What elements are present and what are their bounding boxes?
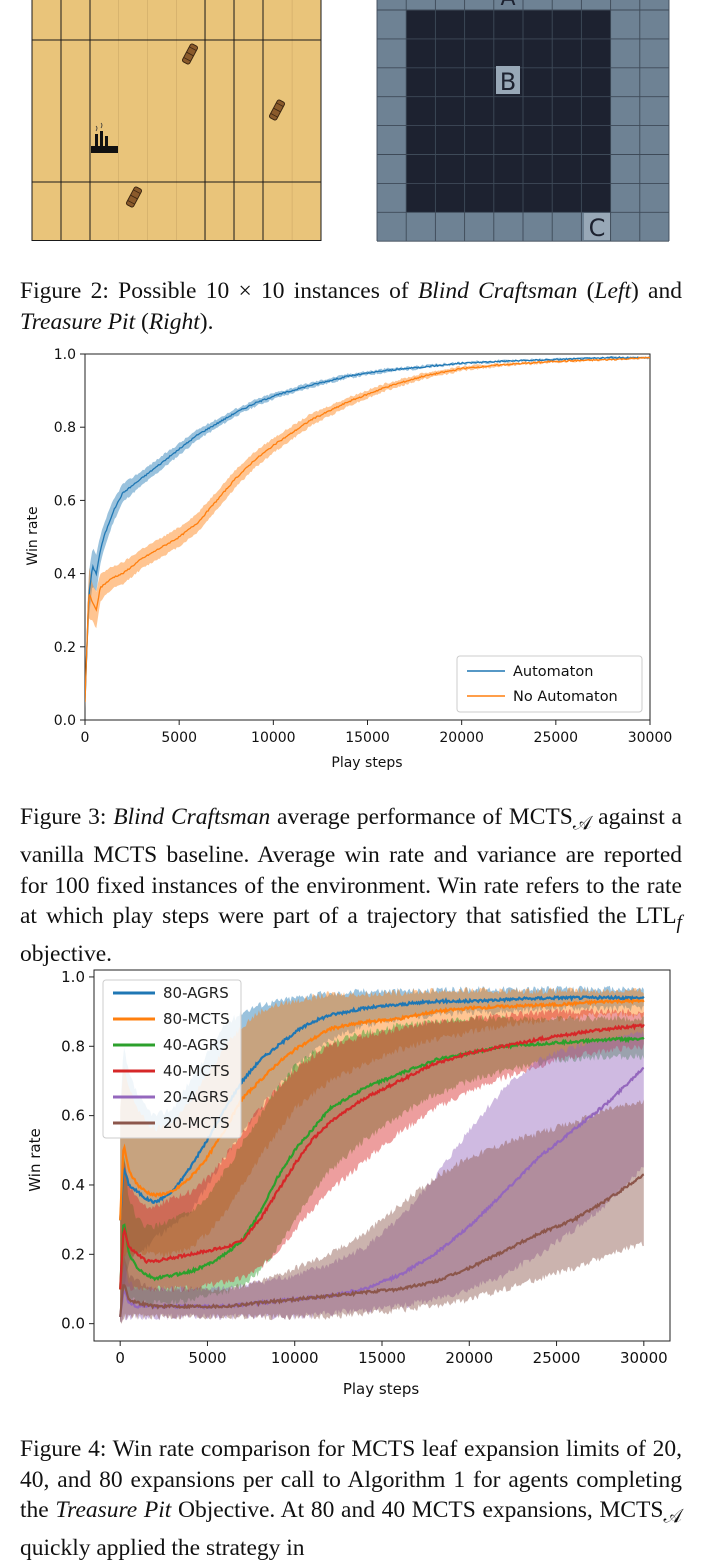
caption-text: objective. xyxy=(20,941,113,968)
legend-box xyxy=(456,655,643,713)
caption-right: Right xyxy=(148,308,200,335)
figure3-chart: Win rate Play steps 0 5000 10000 15000 20000… xyxy=(25,347,673,771)
legend-label: 20-MCTS xyxy=(163,1114,230,1132)
treasure-pit-label-b: B xyxy=(500,68,516,96)
caption-text: Figure 3: xyxy=(20,804,114,830)
caption-text: Figure 2: Possible 10 × 10 instances of xyxy=(20,278,418,304)
x-tick-label: 5000 xyxy=(161,730,197,746)
wood-log-icon xyxy=(268,99,286,121)
series-band-40-AGRS xyxy=(120,1015,644,1323)
series-line-No Automaton xyxy=(85,356,650,703)
figure2-panels: A B C xyxy=(31,0,670,242)
caption-text: Objective. At 80 and 40 MCTS expansions,… xyxy=(171,1497,664,1523)
treasure-pit-label-b-bg xyxy=(496,66,520,94)
x-tick-label: 0 xyxy=(115,1349,125,1367)
x-tick-label: 20000 xyxy=(439,730,484,746)
y-tick-label: 0.0 xyxy=(61,1315,85,1333)
series-line-20-MCTS xyxy=(119,1173,645,1318)
y-tick-label: 0.0 xyxy=(54,713,76,729)
x-tick-label: 20000 xyxy=(445,1349,493,1367)
x-axis-label: Play steps xyxy=(343,1380,419,1398)
factory-icon xyxy=(91,122,118,153)
legend-label: No Automaton xyxy=(513,689,618,705)
blind-craftsman-walls xyxy=(31,0,322,241)
legend-label: 80-MCTS xyxy=(163,1010,230,1028)
treasure-pit-panel: A B C xyxy=(376,0,670,242)
caption-text: average performance of MCTS xyxy=(270,804,573,830)
caption-text: Figure 4: Win rate comparison for MCTS l… xyxy=(20,1436,682,1523)
x-tick-label: 15000 xyxy=(358,1349,406,1367)
caption-env-name: Treasure Pit xyxy=(20,308,136,335)
series-line-40-AGRS xyxy=(119,1035,645,1290)
caption-env-name: Treasure Pit xyxy=(55,1497,172,1523)
plot-area xyxy=(85,355,650,709)
y-tick-label: 0.6 xyxy=(61,1107,85,1125)
treasure-pit-label-a: A xyxy=(500,0,515,11)
treasure-pit-hole xyxy=(406,10,611,212)
x-tick-label: 30000 xyxy=(620,1349,668,1367)
series-line-Automaton xyxy=(85,356,650,703)
y-tick-label: 1.0 xyxy=(54,347,76,363)
wood-log-icon xyxy=(125,186,143,208)
y-tick-label: 0.8 xyxy=(54,420,76,436)
caption-subscript: 𝒜 xyxy=(663,1506,683,1528)
caption-text: quickly applied the strategy in xyxy=(20,1535,305,1562)
plot-area xyxy=(119,985,645,1324)
x-tick-label: 10000 xyxy=(251,730,296,746)
y-tick-label: 0.2 xyxy=(61,1245,85,1263)
figure2-caption: Figure 2: Possible 10 × 10 instances of … xyxy=(20,276,682,337)
y-tick-label: 0.2 xyxy=(54,640,76,656)
legend-label: 20-AGRS xyxy=(163,1088,229,1106)
x-tick-label: 5000 xyxy=(188,1349,226,1367)
wood-log-icon xyxy=(181,43,199,65)
treasure-pit-label-c: C xyxy=(589,214,606,242)
x-tick-label: 25000 xyxy=(534,730,579,746)
blind-craftsman-panel xyxy=(31,0,322,241)
legend-label: 80-AGRS xyxy=(163,984,229,1002)
x-tick-label: 0 xyxy=(81,730,90,746)
series-band-40-MCTS xyxy=(120,1008,644,1322)
y-tick-label: 0.8 xyxy=(61,1037,85,1055)
y-axis-label: Win rate xyxy=(25,506,41,565)
caption-text: ). xyxy=(199,308,214,335)
caption-env-name: Blind Craftsman xyxy=(417,278,578,304)
series-band-20-MCTS xyxy=(120,1099,644,1324)
y-tick-label: 0.6 xyxy=(54,493,76,509)
y-tick-label: 0.4 xyxy=(54,567,76,583)
x-tick-label: 15000 xyxy=(345,730,390,746)
y-axis-label: Win rate xyxy=(26,1128,44,1191)
caption-env-name: Blind Craftsman xyxy=(113,804,271,830)
caption-text: ( xyxy=(135,308,149,335)
caption-subscript: 𝒜 xyxy=(572,813,592,835)
caption-text: ( xyxy=(577,278,595,304)
series-line-80-MCTS xyxy=(119,998,645,1221)
treasure-pit-label-c-bg xyxy=(584,213,610,240)
legend-label: Automaton xyxy=(513,664,593,680)
series-band-20-AGRS xyxy=(120,1030,644,1323)
x-tick-label: 10000 xyxy=(271,1349,319,1367)
figure4-chart: Win rate Play steps 0 5000 10000 15000 20000… xyxy=(26,968,671,1398)
series-line-80-AGRS xyxy=(119,994,645,1221)
legend-label: 40-MCTS xyxy=(163,1062,230,1080)
x-tick-label: 30000 xyxy=(628,730,673,746)
series-line-40-MCTS xyxy=(119,1023,645,1290)
figure4-caption: Figure 4: Win rate comparison for MCTS l… xyxy=(20,1434,682,1564)
x-axis-label: Play steps xyxy=(331,755,402,771)
legend: 80-AGRS 80-MCTS 40-AGRS 40-MCTS 20-AGRS 20-MC… xyxy=(102,979,242,1139)
caption-text: against a vanilla MCTS baseline. Average… xyxy=(20,804,682,930)
x-tick-label: 25000 xyxy=(533,1349,581,1367)
caption-subscript: f xyxy=(676,912,682,934)
caption-left: Left xyxy=(594,278,631,304)
y-tick-label: 1.0 xyxy=(61,968,85,986)
y-tick-label: 0.4 xyxy=(61,1176,85,1194)
legend-label: 40-AGRS xyxy=(163,1036,229,1054)
figure3-caption: Figure 3: Blind Craftsman average perfor… xyxy=(20,802,682,970)
caption-text: ) and xyxy=(630,278,682,304)
legend: Automaton No Automaton xyxy=(456,655,643,713)
